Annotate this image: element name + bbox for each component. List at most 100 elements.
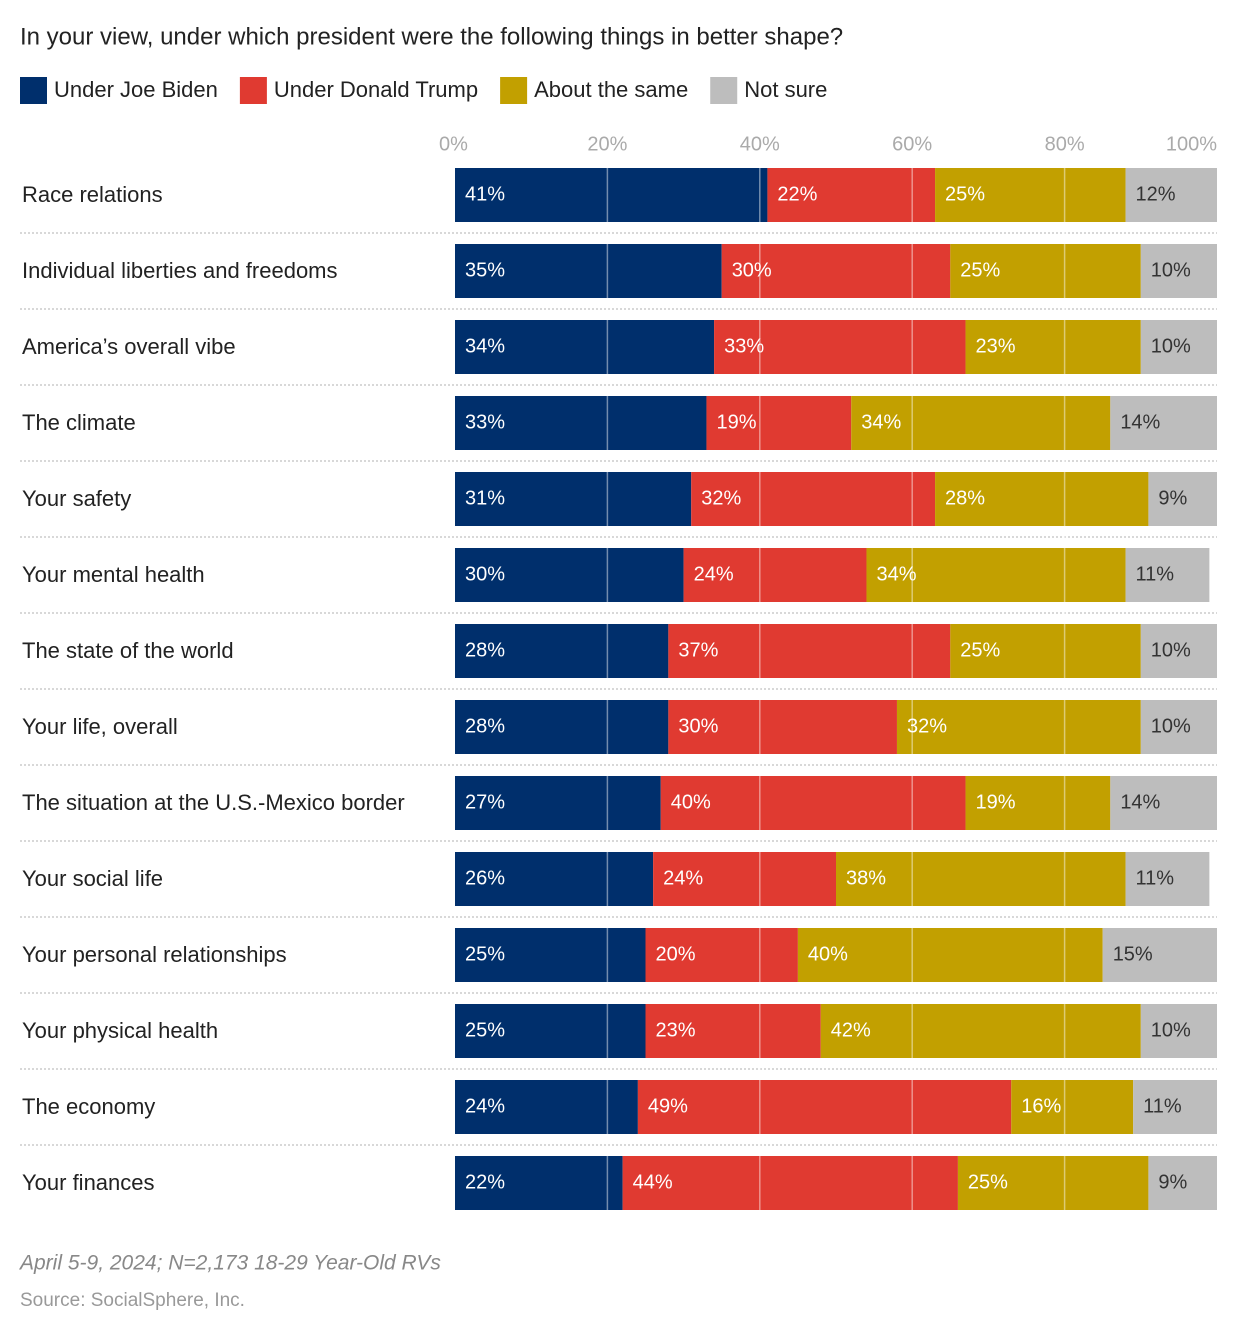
bar-segment xyxy=(455,320,715,374)
bar-segment xyxy=(660,776,966,830)
value-label: 22% xyxy=(465,1171,505,1193)
bar-segment xyxy=(455,776,661,830)
value-label: 26% xyxy=(465,867,505,889)
value-label: 28% xyxy=(465,715,505,737)
bar-segment xyxy=(950,624,1141,678)
bar-segment xyxy=(866,548,1126,602)
value-label: 25% xyxy=(960,259,1000,281)
value-label: 11% xyxy=(1136,563,1175,585)
bar-segment xyxy=(691,472,936,526)
value-label: 24% xyxy=(694,563,734,585)
value-label: 25% xyxy=(968,1171,1008,1193)
bar-segment xyxy=(1140,1004,1217,1058)
value-label: 31% xyxy=(465,487,505,509)
value-label: 27% xyxy=(465,791,505,813)
value-label: 12% xyxy=(1136,183,1176,205)
legend-label: Under Joe Biden xyxy=(54,77,218,102)
value-label: 38% xyxy=(846,867,886,889)
bar-segment xyxy=(645,1004,821,1058)
category-label: Your safety xyxy=(22,486,131,511)
value-label: 11% xyxy=(1136,867,1175,889)
value-label: 11% xyxy=(1143,1095,1182,1117)
value-label: 25% xyxy=(465,943,505,965)
value-label: 19% xyxy=(716,411,756,433)
legend-label: About the same xyxy=(534,77,688,102)
bar-segment xyxy=(455,168,768,222)
value-label: 40% xyxy=(671,791,711,813)
value-label: 14% xyxy=(1120,411,1160,433)
x-tick-label: 40% xyxy=(740,133,780,155)
category-label: Your physical health xyxy=(22,1018,218,1043)
value-label: 32% xyxy=(701,487,741,509)
bar-segment xyxy=(653,852,836,906)
bar-segment xyxy=(455,700,669,754)
value-label: 41% xyxy=(465,183,505,205)
value-label: 32% xyxy=(907,715,947,737)
chart-title: In your view, under which president were… xyxy=(20,23,843,50)
value-label: 40% xyxy=(808,943,848,965)
value-label: 24% xyxy=(663,867,703,889)
value-label: 44% xyxy=(633,1171,673,1193)
bar-segment xyxy=(820,1004,1141,1058)
value-label: 22% xyxy=(777,183,817,205)
category-label: Individual liberties and freedoms xyxy=(22,258,338,283)
category-label: Your social life xyxy=(22,866,163,891)
category-label: Your personal relationships xyxy=(22,942,287,967)
x-tick-label: 0% xyxy=(439,133,468,155)
bar-segment xyxy=(1125,168,1217,222)
bar-segment xyxy=(455,928,646,982)
bar-segment xyxy=(1125,548,1210,602)
x-tick-label: 100% xyxy=(1166,133,1217,155)
bar-segment xyxy=(1011,1080,1134,1134)
value-label: 34% xyxy=(861,411,901,433)
legend-label: Not sure xyxy=(744,77,827,102)
bar-segment xyxy=(455,852,654,906)
category-label: The climate xyxy=(22,410,136,435)
bar-segment xyxy=(935,168,1126,222)
x-tick-label: 20% xyxy=(587,133,627,155)
legend-label: Under Donald Trump xyxy=(274,77,478,102)
value-label: 16% xyxy=(1021,1095,1061,1117)
category-label: America’s overall vibe xyxy=(22,334,236,359)
bar-segment xyxy=(455,396,707,450)
bar-segment xyxy=(455,1080,638,1134)
value-label: 9% xyxy=(1158,487,1187,509)
bar-segment xyxy=(455,624,669,678)
bar-segment xyxy=(683,548,867,602)
bar-segment xyxy=(622,1156,958,1210)
bar-segment xyxy=(1133,1080,1217,1134)
value-label: 28% xyxy=(465,639,505,661)
value-label: 24% xyxy=(465,1095,505,1117)
category-label: The situation at the U.S.-Mexico border xyxy=(22,790,405,815)
value-label: 10% xyxy=(1151,639,1191,661)
value-label: 14% xyxy=(1120,791,1160,813)
x-tick-label: 80% xyxy=(1045,133,1085,155)
category-label: Your mental health xyxy=(22,562,205,587)
value-label: 30% xyxy=(732,259,772,281)
value-label: 34% xyxy=(876,563,916,585)
category-label: The state of the world xyxy=(22,638,234,663)
bar-segment xyxy=(1110,776,1217,830)
bar-segment xyxy=(668,624,951,678)
value-label: 19% xyxy=(976,791,1016,813)
value-label: 25% xyxy=(945,183,985,205)
value-label: 34% xyxy=(465,335,505,357)
value-label: 30% xyxy=(678,715,718,737)
bar-segment xyxy=(797,928,1103,982)
value-label: 25% xyxy=(960,639,1000,661)
legend-swatch xyxy=(500,77,528,104)
bar-segment xyxy=(455,548,684,602)
bar-segment xyxy=(645,928,798,982)
bar-segment xyxy=(668,700,897,754)
bar-segment xyxy=(1140,320,1217,374)
bar-segment xyxy=(455,244,722,298)
value-label: 10% xyxy=(1151,259,1191,281)
source: Source: SocialSphere, Inc. xyxy=(20,1290,245,1311)
value-label: 35% xyxy=(465,259,505,281)
value-label: 28% xyxy=(945,487,985,509)
value-label: 23% xyxy=(976,335,1016,357)
bar-segment xyxy=(1110,396,1217,450)
value-label: 10% xyxy=(1151,1019,1191,1041)
value-label: 23% xyxy=(656,1019,696,1041)
value-label: 25% xyxy=(465,1019,505,1041)
